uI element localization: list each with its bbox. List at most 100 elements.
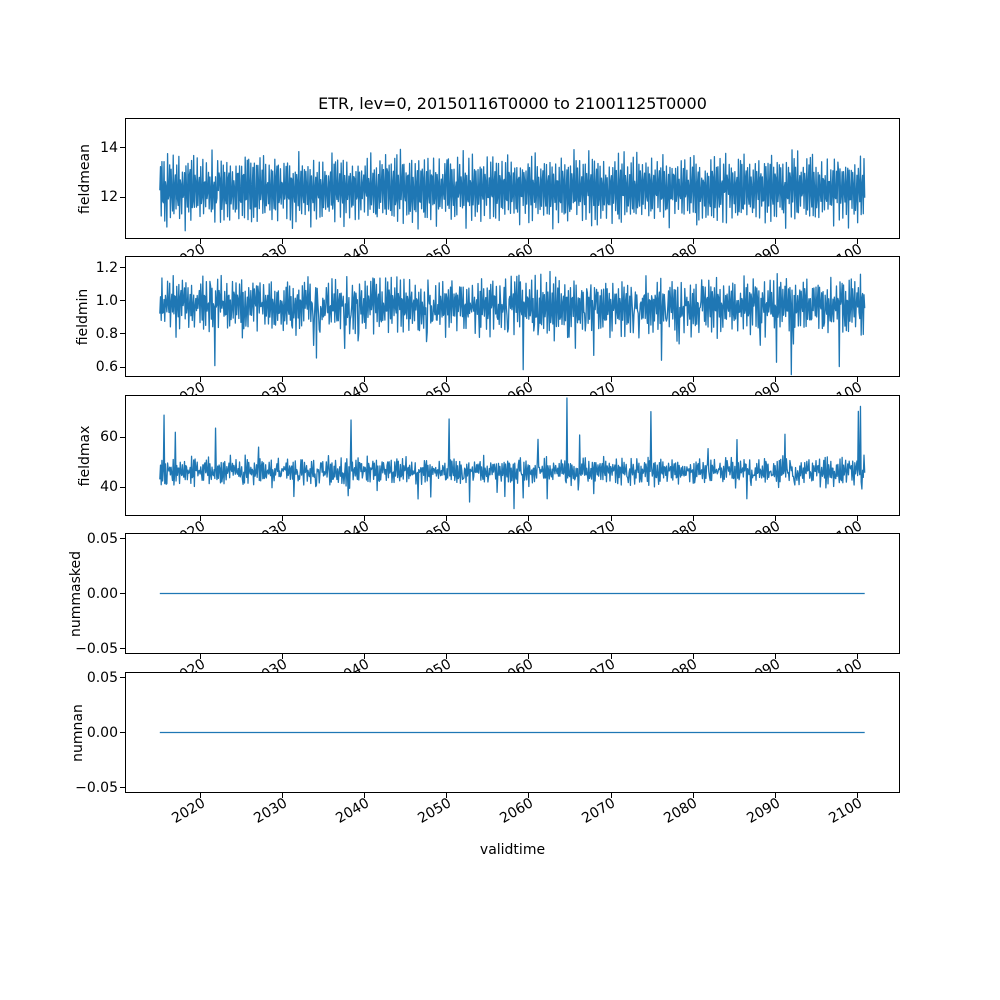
x-tick-mark	[200, 239, 202, 244]
x-tick-mark	[692, 377, 694, 382]
y-tick-mark	[120, 267, 125, 269]
x-tick-mark	[364, 793, 366, 798]
x-tick-mark	[692, 516, 694, 521]
y-tick-mark	[120, 436, 125, 438]
axes-fieldmean	[125, 118, 900, 239]
x-tick-label: 2060	[497, 795, 537, 827]
x-tick-mark	[774, 654, 776, 659]
x-tick-mark	[774, 239, 776, 244]
x-tick-mark	[528, 377, 530, 382]
y-tick-label: −0.05	[75, 640, 118, 657]
y-tick-mark	[120, 147, 125, 149]
series-line-fieldmean	[159, 148, 866, 232]
x-tick-mark	[856, 654, 858, 659]
x-tick-mark	[774, 377, 776, 382]
y-tick-label: −0.05	[75, 779, 118, 796]
subplot-fieldmax: 4060fieldmax2020203020402050206020702080…	[77, 395, 900, 550]
x-tick-mark	[692, 793, 694, 798]
y-tick-mark	[120, 593, 125, 594]
axes-frame	[125, 395, 900, 516]
y-axis-label-numnan: numnan	[70, 703, 86, 762]
y-tick-mark	[120, 732, 125, 733]
x-tick-mark	[528, 516, 530, 521]
subplot-fieldmean: 1214fieldmean202020302040205020602070208…	[77, 118, 900, 273]
y-tick-mark	[120, 300, 125, 302]
x-tick-mark	[282, 793, 284, 798]
y-tick-label: 14	[100, 139, 118, 156]
x-tick-mark	[282, 516, 284, 521]
x-tick-mark	[610, 239, 612, 244]
x-tick-mark	[692, 654, 694, 659]
x-tick-mark	[446, 377, 448, 382]
y-tick-label: 12	[100, 189, 118, 206]
x-tick-mark	[364, 516, 366, 521]
x-tick-mark	[200, 516, 202, 521]
x-tick-mark	[282, 377, 284, 382]
axes-frame	[125, 256, 900, 377]
y-tick-mark	[120, 486, 125, 488]
subplot-fieldmin: 0.6 0.8 1.0 1.2 fieldmin 2020 2030 2040 2050 2060…	[75, 256, 900, 411]
x-tick-label: 2030	[251, 795, 291, 827]
x-tick-mark	[856, 239, 858, 244]
x-tick-mark	[446, 239, 448, 244]
y-axis-label-fieldmin: fieldmin	[75, 288, 91, 345]
subplot-numnan: −0.05 0.00 0.05 numnan 2020 2030 2040 2050 2060 2…	[70, 671, 900, 827]
axes-numnan	[125, 672, 900, 793]
subplot-nummasked: −0.05 0.00 0.05 nummasked 2020 2030 2040 2050 20…	[68, 532, 900, 688]
x-tick-mark	[774, 793, 776, 798]
y-tick-label: 0.00	[86, 724, 118, 741]
axes-fieldmin	[125, 256, 900, 377]
x-tick-label: 2080	[661, 795, 701, 827]
x-tick-mark	[856, 516, 858, 521]
y-axis-label-fieldmax: fieldmax	[77, 425, 93, 486]
x-tick-mark	[364, 377, 366, 382]
y-tick-mark	[120, 648, 125, 649]
y-tick-mark	[120, 787, 125, 788]
y-axis-label-fieldmean: fieldmean	[77, 143, 93, 214]
y-tick-label: 0.6	[95, 359, 118, 376]
y-tick-label: 0.05	[86, 530, 118, 547]
y-tick-mark	[120, 538, 125, 539]
x-tick-mark	[528, 654, 530, 659]
y-tick-label: 60	[100, 429, 118, 445]
x-tick-mark	[446, 654, 448, 659]
x-tick-label: 2050	[415, 795, 455, 827]
x-tick-mark	[364, 239, 366, 244]
x-tick-mark	[446, 793, 448, 798]
x-tick-mark	[856, 377, 858, 382]
y-tick-label: 1.2	[95, 259, 118, 276]
axes-fieldmax	[125, 395, 900, 516]
y-axis-label-nummasked: nummasked	[68, 550, 84, 637]
y-tick-mark	[120, 333, 125, 335]
x-tick-label: 2040	[333, 795, 373, 827]
series-line-fieldmin	[159, 270, 866, 376]
series-line-fieldmax	[159, 397, 866, 510]
x-tick-mark	[200, 377, 202, 382]
x-axis-label: validtime	[479, 842, 546, 858]
x-tick-label: 2090	[743, 795, 783, 827]
x-tick-label: 2100	[825, 795, 865, 827]
x-tick-mark	[528, 239, 530, 244]
x-tick-mark	[200, 654, 202, 659]
x-tick-mark	[282, 654, 284, 659]
y-tick-mark	[120, 196, 125, 198]
y-tick-label: 40	[100, 479, 118, 495]
y-tick-mark	[120, 366, 125, 368]
x-tick-mark	[610, 793, 612, 798]
y-tick-label: 0.00	[86, 585, 118, 602]
x-tick-mark	[200, 793, 202, 798]
x-tick-mark	[364, 654, 366, 659]
x-tick-mark	[446, 516, 448, 521]
y-tick-label: 0.8	[95, 325, 118, 342]
chart-title: ETR, lev=0, 20150116T0000 to 21001125T00…	[318, 94, 707, 113]
x-tick-label: 2070	[579, 795, 619, 827]
y-tick-label: 1.0	[95, 292, 118, 309]
axes-nummasked	[125, 533, 900, 654]
x-tick-mark	[610, 377, 612, 382]
x-tick-mark	[692, 239, 694, 244]
y-tick-mark	[120, 677, 125, 678]
x-tick-mark	[856, 793, 858, 798]
y-tick-label: 0.05	[86, 669, 118, 686]
x-tick-mark	[774, 516, 776, 521]
